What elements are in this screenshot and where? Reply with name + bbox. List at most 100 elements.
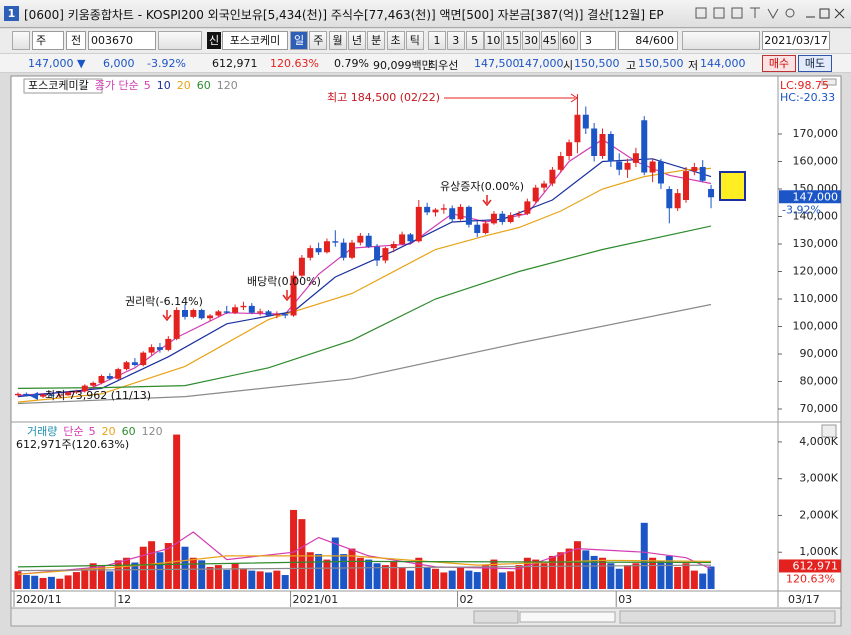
candle-body	[140, 352, 147, 365]
volume-bar	[164, 543, 172, 589]
candle-body	[683, 171, 689, 200]
candle-body	[198, 310, 205, 319]
volume-bar	[89, 563, 97, 589]
minute-button[interactable]: 5	[465, 31, 484, 50]
candle-body	[424, 206, 431, 213]
minute-button[interactable]: 60	[559, 31, 578, 50]
volume-bar	[615, 568, 623, 589]
interval-button[interactable]: 년	[347, 31, 366, 50]
search-buttons[interactable]	[158, 31, 202, 50]
volume-bar	[31, 575, 39, 589]
count-select[interactable]: 3	[580, 31, 616, 50]
annotation: 배당락(0.00%)	[247, 275, 321, 288]
interval-button[interactable]: 분	[367, 31, 386, 50]
candle-body	[23, 393, 30, 396]
code-input[interactable]: 003670	[88, 31, 156, 50]
candle-body	[457, 206, 464, 220]
panel-menu[interactable]	[821, 78, 837, 86]
legend-item: 10	[157, 79, 171, 92]
scroll-thumb[interactable]	[519, 611, 616, 623]
candle-body	[65, 392, 72, 396]
tool-buttons[interactable]	[682, 31, 760, 50]
annotation: 최고 184,500 (02/22)	[327, 91, 440, 104]
title-icon-set[interactable]	[694, 7, 804, 20]
candle-body	[657, 161, 664, 184]
volume-bar	[390, 561, 398, 589]
candle-body	[516, 213, 522, 216]
chart-menu[interactable]	[12, 31, 30, 50]
sell-button[interactable]: 매도	[798, 55, 832, 72]
hc-label: HC:-20.33	[780, 91, 835, 104]
candle-body	[524, 201, 531, 214]
volume-bar	[298, 519, 306, 589]
y-tick-label: 70,000	[800, 402, 839, 415]
volume-bar	[14, 571, 22, 589]
zoom-buttons[interactable]	[619, 610, 836, 624]
interval-button[interactable]: 월	[328, 31, 347, 50]
volume-bar	[557, 552, 565, 589]
volume-bar	[106, 571, 114, 589]
interval-button[interactable]: 주	[309, 31, 328, 50]
buy-button[interactable]: 매수	[762, 55, 796, 72]
candle-body	[273, 314, 280, 316]
volume-bar	[465, 570, 473, 589]
mode-select[interactable]: 전	[66, 31, 86, 50]
window-control-set[interactable]	[803, 5, 847, 22]
candle-body	[591, 128, 598, 156]
volume-bar	[699, 573, 707, 589]
minute-button[interactable]: 1	[428, 31, 446, 50]
last-price-tag	[779, 190, 841, 204]
interval-button[interactable]: 틱	[405, 31, 424, 50]
volume-bar	[156, 552, 164, 589]
candle-body	[582, 114, 589, 129]
quote-price: 147,000 ▼	[28, 57, 86, 70]
period-select[interactable]: 주	[32, 31, 64, 50]
legend-title-box	[23, 78, 103, 94]
candle-body	[699, 167, 706, 181]
volume-bar	[98, 566, 105, 589]
minute-button[interactable]: 3	[446, 31, 465, 50]
candle-body	[248, 305, 255, 313]
panel-close[interactable]	[821, 424, 837, 438]
candle-body	[90, 382, 97, 386]
window-number: 1	[4, 6, 19, 21]
last-volume-label: 612,971	[793, 559, 839, 572]
volume-bar	[131, 562, 139, 589]
y-tick-label: 4,000K	[799, 435, 838, 448]
highlight-box[interactable]	[719, 171, 746, 201]
minute-button[interactable]: 45	[540, 31, 559, 50]
ma-line	[17, 560, 712, 568]
candle-body	[56, 395, 63, 397]
x-tick-label: 2021/01	[293, 593, 339, 606]
volume-bar	[599, 557, 606, 589]
ma-line	[17, 225, 712, 389]
volume-bar	[373, 563, 381, 589]
volume-bar	[281, 575, 289, 589]
volume-bar	[632, 563, 640, 589]
minute-button[interactable]: 15	[503, 31, 522, 50]
scroll-buttons[interactable]	[473, 610, 519, 624]
volume-bar	[649, 557, 657, 589]
candle-body	[666, 189, 673, 209]
candle-body	[182, 310, 188, 317]
date-input[interactable]: 2021/03/17	[762, 31, 830, 50]
x-end-label: 03/17	[788, 593, 820, 606]
minute-button[interactable]: 30	[522, 31, 540, 50]
volume-bar	[331, 537, 339, 589]
candle-body	[507, 215, 514, 222]
candle-body	[81, 385, 88, 392]
minute-button[interactable]: 10	[484, 31, 503, 50]
candle-body	[349, 242, 355, 258]
quote-open: 150,500	[574, 57, 620, 70]
window-controls[interactable]	[803, 5, 847, 22]
interval-button[interactable]: 초	[386, 31, 405, 50]
volume-bar	[356, 557, 364, 589]
title-icons[interactable]	[694, 7, 804, 20]
interval-button[interactable]: 일	[290, 31, 308, 50]
candle-body	[557, 156, 564, 170]
legend-label: 단순	[63, 425, 83, 438]
volume-bar	[690, 570, 698, 589]
y-tick-label: 170,000	[793, 127, 839, 140]
quote-turnover: 0.79%	[334, 57, 369, 70]
